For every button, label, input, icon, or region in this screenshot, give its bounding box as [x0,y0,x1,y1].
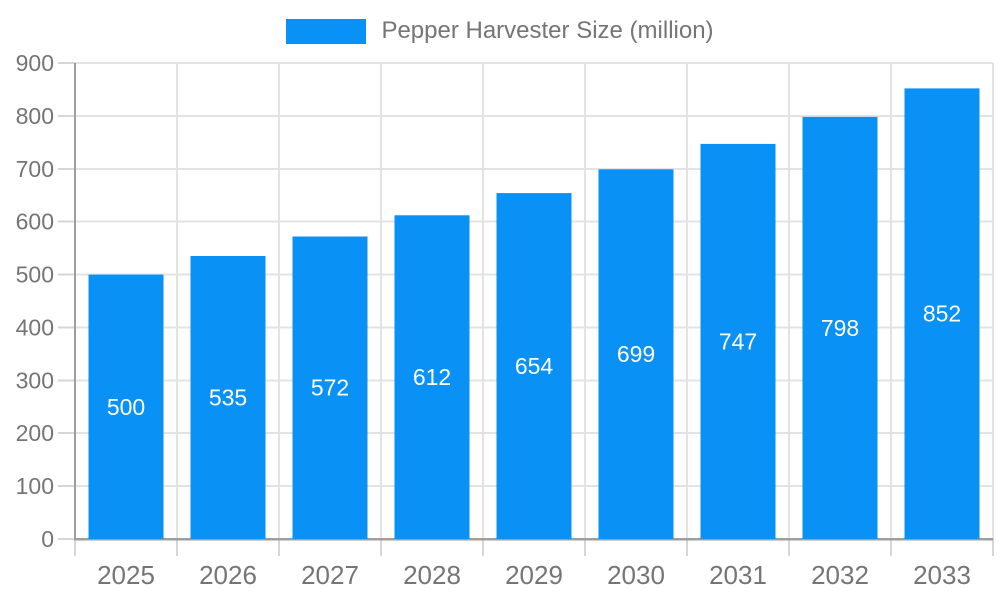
x-tick-label: 2032 [811,560,869,590]
bar-value-label: 852 [923,301,961,327]
bar [88,274,164,539]
legend: Pepper Harvester Size (million) [0,17,1000,45]
bar-value-label: 798 [821,315,859,341]
x-tick-label: 2029 [505,560,563,590]
y-tick-label: 900 [16,50,54,76]
y-tick-label: 400 [16,314,54,340]
bar [802,116,878,540]
y-tick-label: 700 [16,156,54,182]
bar-value-label: 654 [515,353,554,379]
y-tick-label: 0 [41,526,54,552]
y-tick-label: 600 [16,209,54,235]
bar [700,143,776,539]
x-tick-label: 2030 [607,560,665,590]
y-tick-label: 300 [16,367,54,393]
y-tick-label: 500 [16,262,54,288]
y-tick-label: 100 [16,473,54,499]
x-tick-label: 2031 [709,560,767,590]
x-tick-label: 2033 [913,560,971,590]
bar [292,236,368,539]
legend-swatch [286,18,367,44]
bar-value-label: 699 [617,341,655,367]
bar-value-label: 747 [719,329,757,355]
bar [190,256,266,539]
legend-label: Pepper Harvester Size (million) [381,17,714,44]
x-tick-label: 2026 [199,560,257,590]
bar [598,169,674,540]
y-tick-label: 800 [16,103,54,129]
bar [394,215,470,540]
x-tick-label: 2027 [301,560,359,590]
y-tick-label: 200 [16,420,54,446]
bar-value-label: 500 [107,394,145,420]
x-tick-label: 2025 [97,560,155,590]
bar-value-label: 612 [413,364,451,390]
bar [496,193,572,539]
bar-value-label: 535 [209,385,247,411]
bar [904,88,980,540]
x-tick-label: 2028 [403,560,461,590]
bar-value-label: 572 [311,375,349,401]
